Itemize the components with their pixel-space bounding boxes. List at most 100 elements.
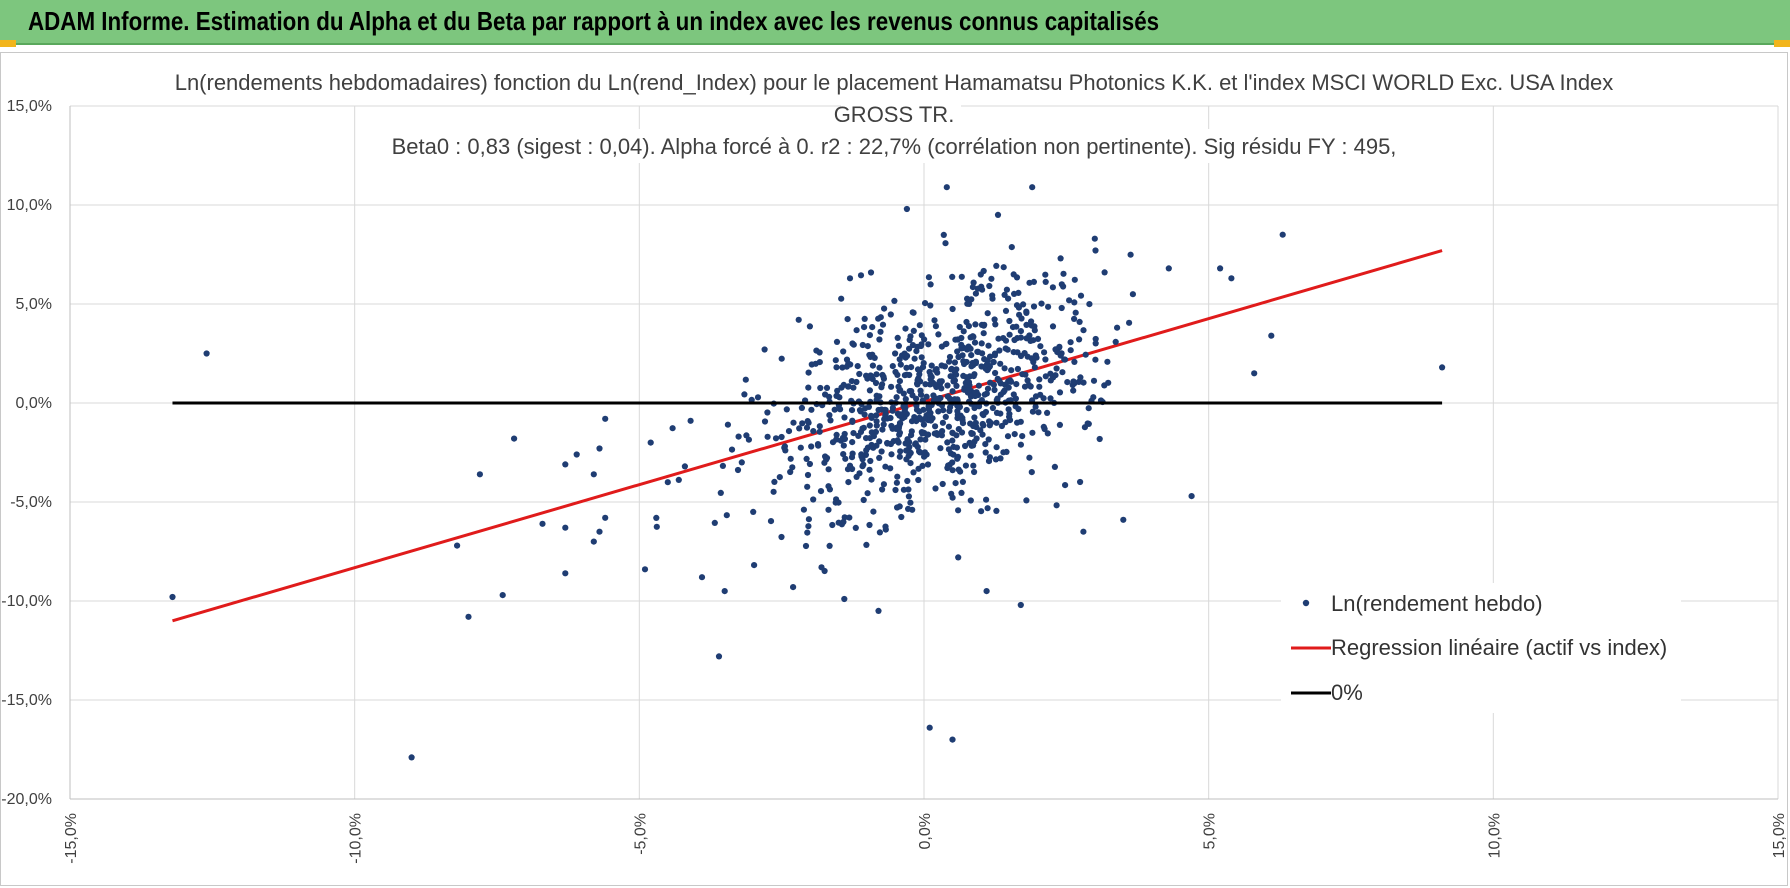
data-point (815, 442, 822, 449)
data-point (938, 343, 946, 350)
data-point (804, 529, 811, 536)
data-point (1053, 502, 1060, 509)
data-point (1052, 346, 1059, 353)
data-point (853, 378, 860, 386)
data-point (1076, 336, 1083, 343)
data-point (1064, 379, 1071, 386)
data-point (936, 378, 943, 385)
data-point (882, 412, 889, 419)
data-point (734, 466, 742, 474)
data-point (875, 315, 882, 322)
data-point (1086, 301, 1093, 308)
data-point (944, 439, 951, 446)
data-point (844, 316, 851, 323)
data-point (910, 469, 917, 476)
data-point (1056, 389, 1064, 396)
data-point (910, 327, 917, 334)
data-point (873, 412, 880, 419)
data-point (846, 462, 854, 469)
data-point (169, 593, 176, 601)
data-point (1251, 370, 1258, 377)
data-point (873, 418, 880, 425)
data-point (892, 350, 899, 357)
data-point (1042, 278, 1049, 285)
data-point (1439, 364, 1446, 371)
data-point (980, 267, 987, 275)
data-point (812, 360, 819, 367)
data-point (846, 275, 854, 282)
data-point (764, 433, 771, 440)
data-point (923, 393, 930, 400)
data-point (1017, 334, 1024, 341)
data-point (835, 519, 842, 526)
data-point (1045, 303, 1052, 310)
data-point (816, 349, 823, 356)
data-point (870, 508, 877, 515)
data-point (859, 341, 866, 349)
data-point (904, 477, 911, 485)
data-point (1032, 393, 1040, 400)
data-point (806, 323, 814, 330)
data-point (802, 542, 810, 550)
data-point (848, 407, 856, 414)
data-point (931, 317, 938, 324)
data-point (916, 408, 923, 415)
data-point (1014, 349, 1021, 356)
data-point (1090, 394, 1097, 401)
data-point (949, 305, 956, 313)
data-point (833, 364, 840, 371)
data-point (1053, 365, 1060, 372)
data-point (954, 455, 961, 462)
data-point (590, 471, 597, 478)
data-point (1012, 403, 1019, 410)
data-point (984, 385, 992, 392)
data-point (925, 406, 933, 413)
data-point (962, 462, 970, 469)
data-point (864, 490, 871, 497)
data-point (917, 342, 925, 350)
data-point (876, 529, 884, 536)
data-point (996, 347, 1003, 354)
data-point (993, 419, 1000, 426)
data-point (927, 281, 934, 288)
scatter-chart: 15,0% 10,0% 5,0% 0,0% -5,0% -10,0% -15,0% -20,0… (1, 65, 1787, 864)
data-point (968, 363, 975, 370)
data-point (1006, 413, 1013, 420)
data-point (949, 437, 956, 444)
x-axis-ticks: -15,0% -10,0% -5,0% 0,0% 5,0% 10,0% 15,0% (63, 813, 1787, 864)
data-point (893, 479, 901, 486)
data-point (841, 595, 848, 603)
data-point (833, 392, 840, 399)
data-point (888, 451, 895, 458)
data-point (805, 369, 812, 376)
data-point (975, 382, 983, 389)
data-point (806, 460, 814, 468)
data-point (968, 430, 975, 437)
data-point (1023, 321, 1030, 328)
data-point (1092, 335, 1099, 343)
data-point (724, 421, 732, 428)
data-point (1092, 340, 1099, 347)
data-point (928, 362, 935, 369)
data-point (742, 376, 749, 383)
data-point (1004, 433, 1012, 440)
data-point (203, 350, 210, 357)
data-point (1085, 420, 1092, 427)
data-point (970, 442, 977, 449)
data-point (848, 378, 855, 385)
data-point (940, 407, 947, 414)
data-point (922, 436, 929, 443)
data-point (879, 381, 886, 388)
data-point (960, 328, 967, 335)
data-point (1017, 601, 1024, 609)
data-point (1031, 364, 1038, 371)
data-point (977, 427, 984, 434)
data-point (1129, 291, 1136, 298)
data-point (687, 417, 694, 424)
data-point (894, 334, 901, 341)
data-point (816, 428, 823, 435)
data-point (904, 352, 911, 359)
data-point (909, 342, 917, 349)
data-point (988, 275, 995, 282)
data-point (996, 377, 1003, 384)
